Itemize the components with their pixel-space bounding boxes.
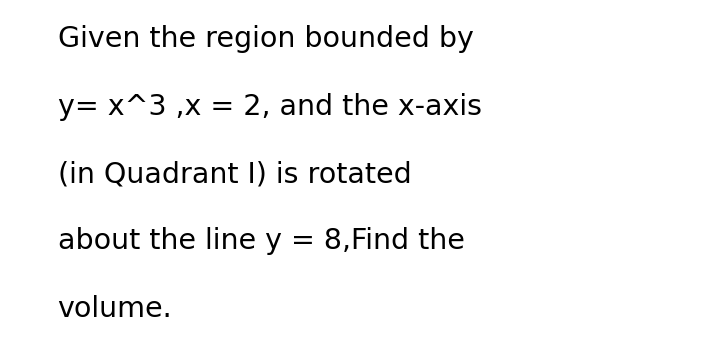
Text: (in Quadrant I) is rotated: (in Quadrant I) is rotated	[58, 160, 411, 188]
Text: Given the region bounded by: Given the region bounded by	[58, 25, 473, 54]
Text: about the line y = 8,Find the: about the line y = 8,Find the	[58, 228, 464, 256]
Text: volume.: volume.	[58, 295, 173, 323]
Text: y= x^3 ,x = 2, and the x-axis: y= x^3 ,x = 2, and the x-axis	[58, 93, 482, 121]
